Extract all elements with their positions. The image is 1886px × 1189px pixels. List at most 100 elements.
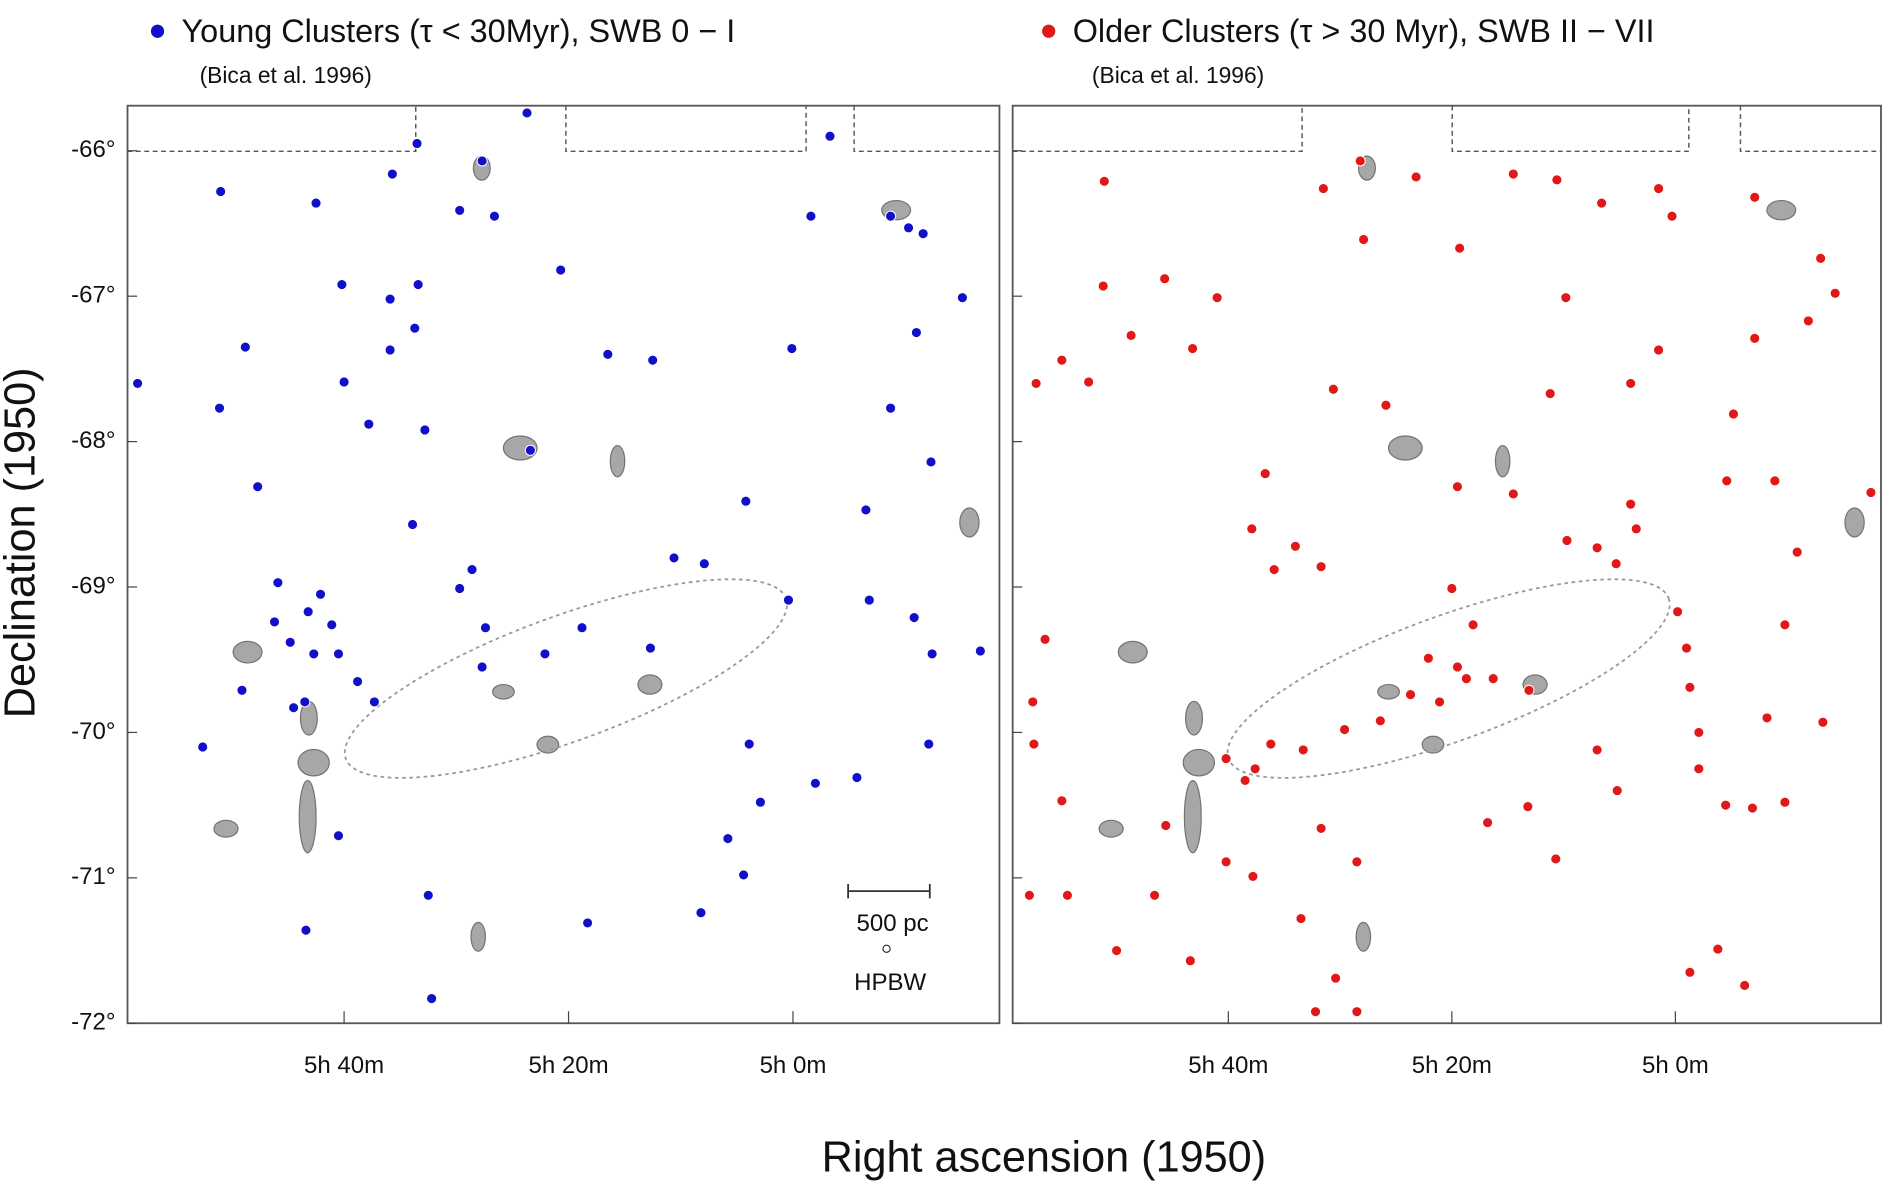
cluster-point [1259, 468, 1271, 480]
cluster-point [782, 594, 795, 606]
cluster-point [1309, 1006, 1322, 1018]
cluster-point [1434, 696, 1446, 708]
x-tick-label: 5h 20m [1412, 1052, 1492, 1079]
cluster-point [851, 771, 863, 784]
cluster-point [917, 228, 929, 240]
cluster-point [1317, 183, 1329, 195]
cluster-point [407, 518, 419, 531]
legend-marker [1042, 24, 1056, 38]
cluster-point [1761, 712, 1773, 724]
cluster-point [698, 558, 710, 570]
cluster-point [1380, 399, 1392, 411]
cluster-point [1098, 175, 1110, 187]
cluster-point [1684, 966, 1696, 978]
cluster-point [910, 327, 922, 339]
cluster-point [1815, 252, 1827, 264]
cluster-point [1507, 488, 1519, 500]
cluster-point [805, 210, 817, 222]
cluster-point [1666, 210, 1678, 222]
cluster-point [1625, 377, 1637, 389]
cluster-point [1315, 561, 1327, 573]
cluster-point [1653, 183, 1665, 195]
cluster-point [1681, 642, 1693, 654]
cluster-point [1339, 723, 1351, 736]
cluster-point [368, 696, 380, 708]
cluster-point [740, 495, 752, 507]
cluster-point [1561, 534, 1573, 547]
cluster-point [1779, 619, 1791, 631]
legend-marker [150, 24, 165, 38]
cluster-point [1653, 344, 1665, 356]
cluster-point [1591, 744, 1603, 756]
cluster-point [1184, 955, 1196, 967]
cluster-point [1482, 817, 1494, 829]
cluster-point [555, 264, 567, 276]
cluster-point [602, 348, 614, 360]
cluster-point [197, 741, 209, 753]
cluster-point [1404, 689, 1417, 701]
cluster-point [885, 210, 897, 222]
cluster-point [239, 341, 251, 353]
cluster-point [308, 648, 320, 660]
cluster-point [1454, 242, 1466, 254]
cluster-point [1159, 273, 1171, 285]
cluster-point [1023, 889, 1035, 901]
cluster-point [644, 642, 656, 654]
cluster-point [786, 343, 798, 355]
cluster-point [336, 279, 348, 291]
cluster-point [576, 622, 588, 634]
cluster-point [582, 917, 594, 929]
cluster-point [236, 684, 248, 696]
cluster-point [1187, 343, 1199, 355]
cluster-point [1769, 475, 1781, 487]
plot-frame [1011, 104, 1882, 1025]
cluster-point [923, 738, 935, 750]
cluster-point [272, 577, 284, 589]
cluster-point [1507, 168, 1519, 180]
cluster-point [1027, 696, 1039, 708]
y-tick-label: -69° [71, 572, 115, 599]
cluster-point [332, 648, 345, 660]
cluster-point [1791, 546, 1803, 558]
cluster-point [1467, 619, 1479, 631]
cluster-point [860, 504, 872, 516]
cluster-point [1374, 715, 1386, 727]
cluster-point [409, 322, 421, 334]
cluster-point [310, 197, 322, 209]
cluster-point [363, 418, 375, 430]
cluster-point [1249, 763, 1261, 775]
cluster-point [1220, 856, 1232, 868]
cluster-point [1544, 388, 1556, 400]
cluster-point [1487, 673, 1499, 685]
cluster-point [1083, 376, 1095, 388]
cluster-point [1684, 681, 1696, 693]
cluster-point [1149, 889, 1161, 901]
background-hi [213, 155, 1865, 952]
cluster-point [926, 648, 938, 660]
cluster-point [1422, 652, 1434, 664]
y-axis-label: Declination (1950) [0, 367, 44, 718]
cluster-point [668, 552, 680, 564]
cluster-point [1330, 972, 1342, 984]
cluster-point [454, 582, 466, 594]
x-tick-label: 5h 40m [1188, 1052, 1268, 1079]
cluster-point [1354, 155, 1366, 167]
cluster-point [214, 402, 226, 414]
cluster-point [1746, 802, 1758, 814]
y-tick-label: -71° [71, 863, 115, 890]
cluster-point [1749, 332, 1761, 344]
cluster-point [1610, 558, 1622, 570]
cluster-point [132, 377, 144, 389]
cluster-point [1829, 287, 1841, 299]
cluster-point [1727, 408, 1739, 420]
cluster-point [422, 889, 434, 901]
cluster-point [1220, 753, 1232, 765]
cluster-point [299, 696, 311, 708]
survey-boundary [127, 105, 1000, 153]
cluster-point [315, 588, 327, 600]
legend-label: Young Clusters (τ < 30Myr), SWB 0 − I [182, 13, 736, 49]
cluster-point [338, 376, 350, 388]
cluster-point [300, 924, 312, 936]
cluster-point [925, 456, 937, 468]
y-tick-label: -67° [71, 282, 115, 309]
